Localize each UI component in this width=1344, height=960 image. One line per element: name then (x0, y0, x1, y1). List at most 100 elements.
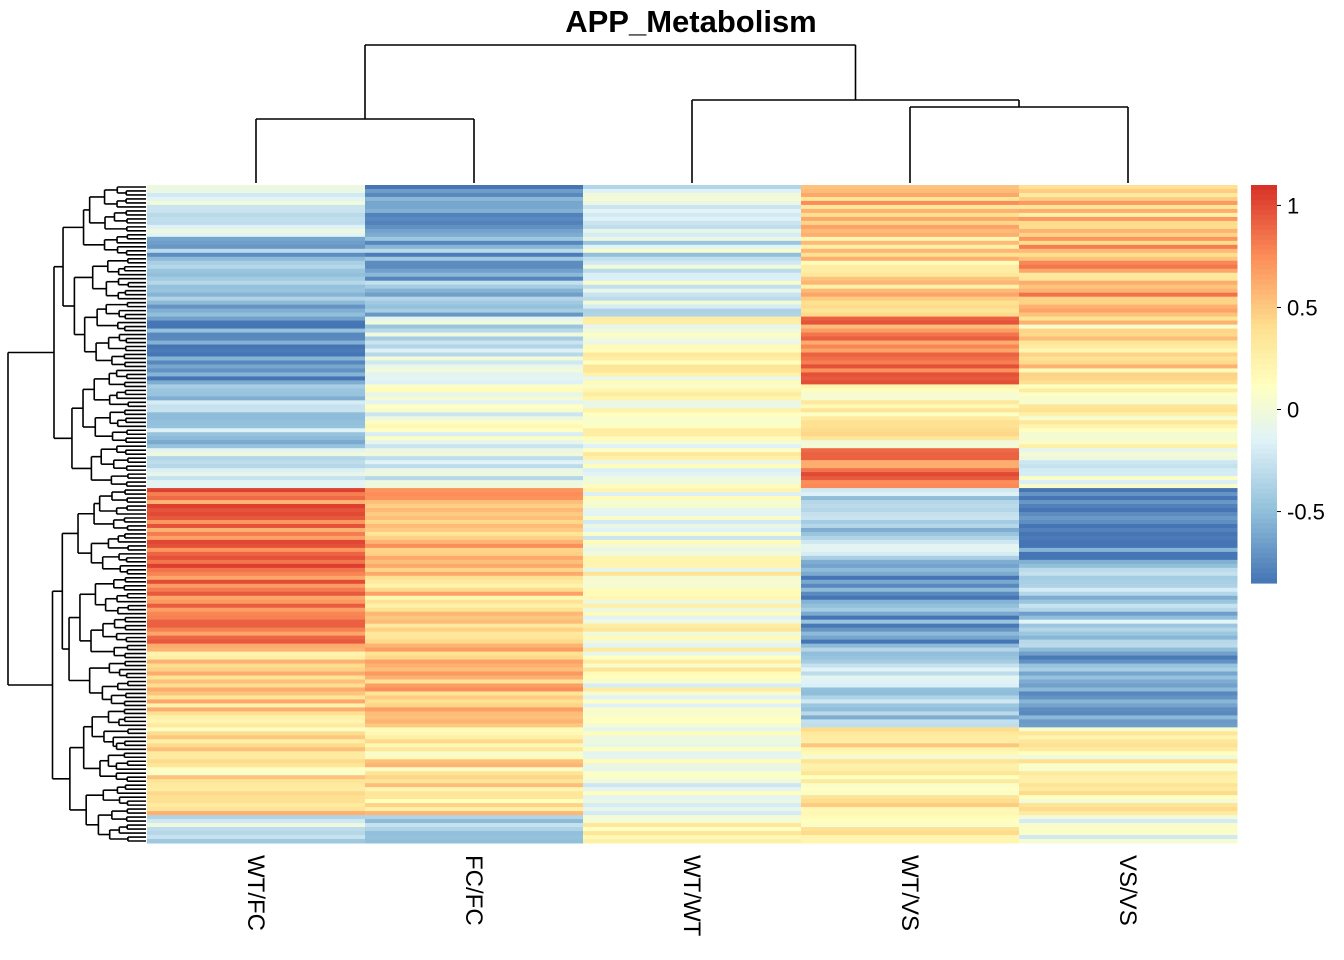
heatmap-cell (801, 244, 1020, 250)
heatmap-cell (801, 456, 1020, 461)
legend-color-step (1251, 453, 1277, 460)
heatmap-cell (583, 515, 802, 521)
heatmap-cell (147, 727, 366, 732)
heatmap-cell (147, 555, 366, 561)
heatmap-cell (1019, 260, 1238, 266)
legend-tick-label: 0 (1287, 398, 1299, 423)
heatmap-cell (801, 476, 1020, 481)
heatmap-cell (583, 715, 802, 720)
heatmap-cell (583, 603, 802, 609)
heatmap-cell (801, 484, 1020, 489)
heatmap-cell (365, 683, 584, 688)
heatmap-cell (1019, 512, 1238, 517)
heatmap-cell (365, 316, 584, 322)
heatmap-cell (365, 551, 584, 557)
legend-color-step (1251, 388, 1277, 395)
heatmap-cell (1019, 691, 1238, 696)
heatmap-cell (583, 543, 802, 549)
legend-tick-label: 0.5 (1287, 295, 1318, 320)
heatmap-cell (147, 627, 366, 633)
heatmap-cell (365, 563, 584, 569)
heatmap-cell (801, 771, 1020, 776)
heatmap-cell (801, 627, 1020, 633)
heatmap-cell (1019, 619, 1238, 625)
heatmap-cell (365, 224, 584, 230)
heatmap-cell (365, 615, 584, 621)
heatmap-cell (365, 619, 584, 625)
heatmap-cell (365, 288, 584, 294)
heatmap-cell (147, 396, 366, 401)
heatmap-cell (365, 771, 584, 776)
heatmap-cell (583, 735, 802, 740)
legend-color-step (1251, 508, 1277, 514)
heatmap-cell (583, 500, 802, 505)
heatmap-cell (365, 579, 584, 585)
heatmap-cell (801, 196, 1020, 202)
heatmap-cell (147, 519, 366, 525)
heatmap-cell (1019, 767, 1238, 772)
heatmap-cell (1019, 488, 1238, 493)
heatmap-cell (1019, 320, 1238, 326)
heatmap-cell (583, 404, 802, 409)
heatmap-cell (1019, 823, 1238, 828)
column-label: VS/VS (1114, 855, 1141, 926)
heatmap-cell (1019, 344, 1238, 350)
heatmap-cell (801, 328, 1020, 334)
heatmap-cell (147, 364, 366, 369)
heatmap-cell (365, 484, 584, 489)
heatmap-cell (583, 811, 802, 816)
legend-color-step (1251, 234, 1277, 241)
heatmap-cell (801, 531, 1020, 537)
heatmap-cell (801, 815, 1020, 820)
heatmap-cell (583, 292, 802, 298)
heatmap-cell (583, 563, 802, 569)
heatmap-cell (1019, 364, 1238, 369)
heatmap-cell (801, 368, 1020, 373)
heatmap-cell (583, 839, 802, 844)
heatmap-cell (365, 559, 584, 565)
heatmap-cell (1019, 380, 1238, 385)
heatmap-cell (583, 639, 802, 645)
heatmap-cell (365, 244, 584, 250)
heatmap-cell (1019, 707, 1238, 712)
legend-color-step (1251, 473, 1277, 480)
legend-color-step (1251, 408, 1277, 415)
heatmap-cell (365, 260, 584, 266)
heatmap-cell (583, 531, 802, 537)
heatmap-cell (147, 719, 366, 724)
heatmap-cell (583, 468, 802, 473)
heatmap-cell (583, 703, 802, 708)
legend-color-step (1251, 334, 1277, 340)
heatmap-cell (365, 643, 584, 649)
heatmap-cell (1019, 348, 1238, 353)
heatmap-cell (801, 639, 1020, 645)
heatmap-cell (583, 496, 802, 501)
heatmap-cell (583, 819, 802, 824)
heatmap-cell (801, 276, 1020, 282)
heatmap-cell (801, 464, 1020, 469)
heatmap-cell (801, 300, 1020, 306)
heatmap-cell (365, 192, 584, 198)
legend-color-step (1251, 448, 1277, 455)
heatmap-cell (365, 348, 584, 353)
heatmap-cell (147, 376, 366, 381)
heatmap-cell (365, 539, 584, 545)
heatmap-cell (1019, 220, 1238, 226)
heatmap-cell (801, 715, 1020, 720)
heatmap-cell (147, 703, 366, 708)
legend-color-step (1251, 379, 1277, 385)
heatmap-cell (801, 356, 1020, 361)
heatmap-cell (147, 412, 366, 417)
heatmap-cell (583, 635, 802, 641)
heatmap-cell (583, 535, 802, 541)
heatmap-cell (1019, 555, 1238, 561)
heatmap-cell (1019, 739, 1238, 744)
heatmap-cell (801, 452, 1020, 457)
heatmap-cell (147, 803, 366, 808)
legend-color-step (1251, 563, 1277, 569)
heatmap-cell (801, 272, 1020, 278)
heatmap-cell (1019, 468, 1238, 473)
heatmap-cell (1019, 316, 1238, 322)
legend-color-step (1251, 418, 1277, 425)
heatmap-cell (801, 480, 1020, 485)
